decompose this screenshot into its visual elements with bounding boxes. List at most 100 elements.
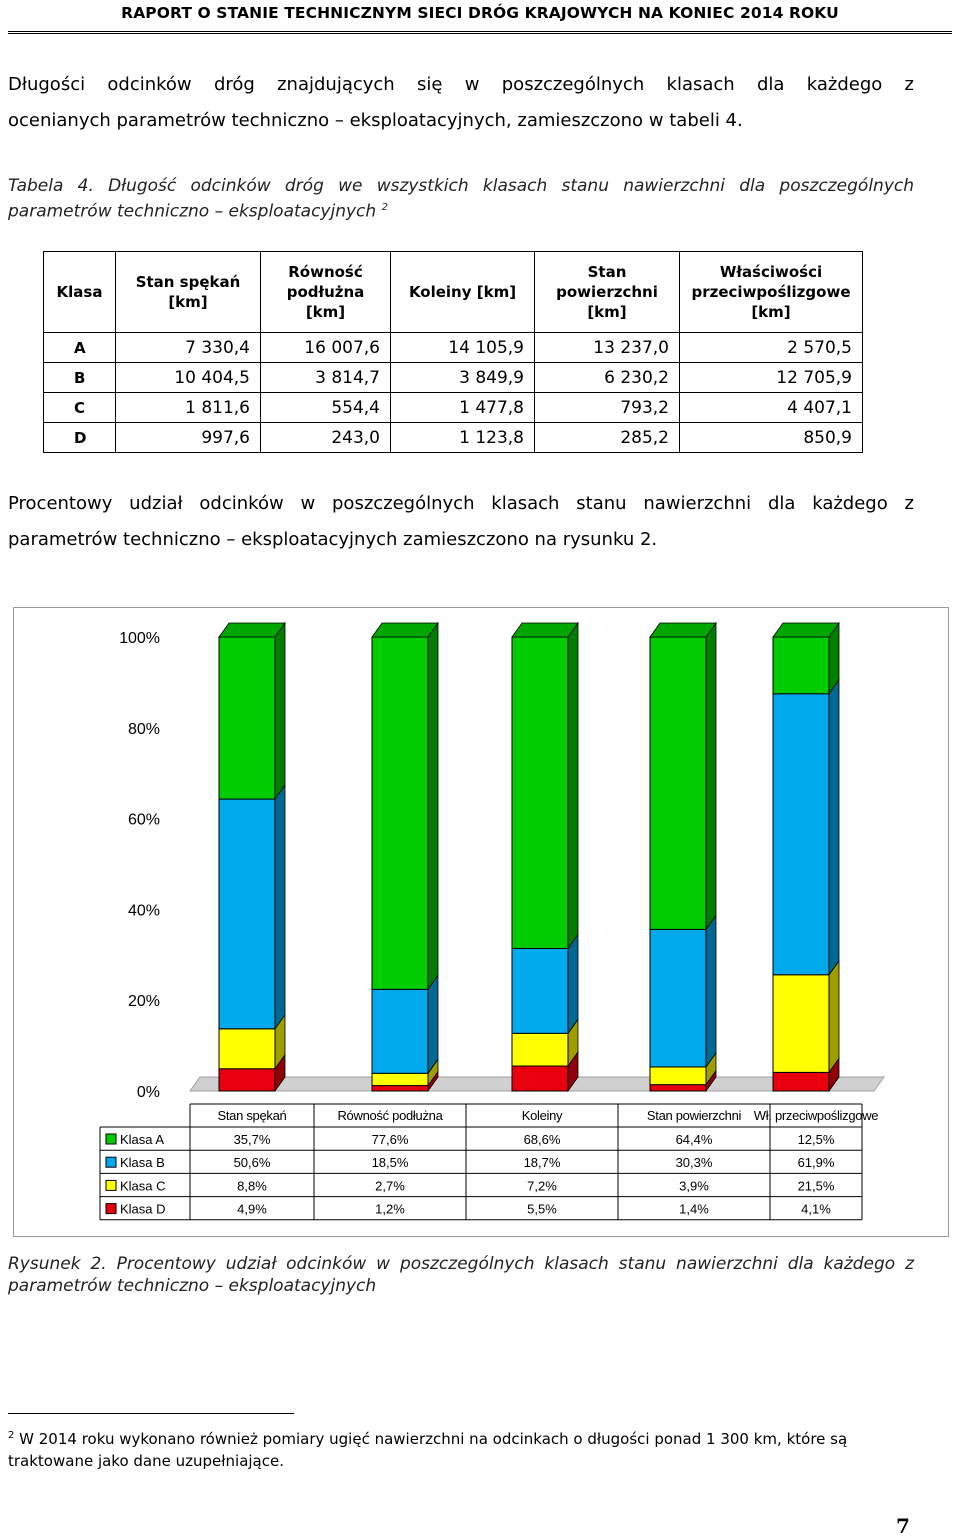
table-cell: 7 330,4 [115, 332, 261, 363]
data-label: 21,5% [798, 1178, 835, 1193]
bar-top [511, 622, 579, 638]
table-cell: 1 123,8 [390, 422, 535, 453]
table-cell: B [43, 362, 116, 393]
data-label: 68,6% [524, 1132, 561, 1147]
table-cell: 4 407,1 [679, 392, 863, 423]
data-label: 18,5% [372, 1155, 409, 1170]
x-category-label: Równość podłużna [337, 1108, 443, 1123]
table-header-cell: Właściwości przeciwpoślizgowe [km] [679, 251, 863, 333]
bar-segment-side [567, 933, 579, 1035]
bar-segment [772, 693, 830, 976]
bar-segment [511, 1032, 569, 1067]
table-cell: 850,9 [679, 422, 863, 453]
legend-label: Klasa D [120, 1202, 166, 1217]
y-tick-label: 0% [137, 1084, 160, 1101]
table-cell: 3 814,7 [260, 362, 391, 393]
bar-segment-side [705, 621, 717, 931]
table-cell: 12 705,9 [679, 362, 863, 393]
bar-segment-side [828, 959, 840, 1074]
page-number: 7 [896, 1514, 910, 1538]
bar-segment [649, 636, 707, 930]
bar-segment-side [427, 974, 439, 1075]
table-cell: 1 477,8 [390, 392, 535, 423]
data-label: 35,7% [234, 1132, 271, 1147]
intro-line: Długości odcinków dróg znajdujących się … [8, 74, 914, 95]
bar-segment [218, 1068, 276, 1092]
data-label: 4,9% [237, 1202, 267, 1217]
bar-segment [371, 1085, 429, 1092]
bar-top [649, 622, 717, 638]
data-label: 77,6% [372, 1132, 409, 1147]
table-cell: 793,2 [534, 392, 680, 423]
page-header: RAPORT O STANIE TECHNICZNYM SIECI DRÓG K… [0, 0, 960, 34]
table-row: D 997,6 243,0 1 123,8 285,2 850,9 [43, 422, 863, 453]
table-cell: 13 237,0 [534, 332, 680, 363]
y-tick-label: 40% [128, 902, 160, 919]
table-caption-line: parametrów techniczno – eksploatacyjnych… [8, 197, 914, 223]
legend-label: Klasa A [120, 1132, 164, 1147]
table-cell: D [43, 422, 116, 453]
y-tick-label: 60% [128, 812, 160, 829]
data-label: 2,7% [375, 1178, 405, 1193]
chart-intro-line: parametrów techniczno – eksploatacyjnych… [8, 529, 658, 550]
figure-caption-line: Rysunek 2. Procentowy udział odcinków w … [8, 1254, 914, 1274]
bar-segment [649, 928, 707, 1068]
legend-label: Klasa C [120, 1178, 166, 1193]
data-label: 50,6% [234, 1155, 271, 1170]
bar-segment [371, 636, 429, 990]
table-cell: 14 105,9 [390, 332, 535, 363]
bar-segment-side [828, 678, 840, 977]
chart-canvas: 0% 20% 40% 60% 80% 100% Stan spękań Równość pod… [99, 621, 885, 1221]
table-cell: 2 570,5 [679, 332, 863, 363]
data-label: 1,4% [679, 1202, 709, 1217]
legend-swatch [105, 1179, 117, 1191]
table-header-cell: Stan powierzchni [km] [534, 251, 680, 333]
table-cell: 554,4 [260, 392, 391, 423]
data-label: 64,4% [676, 1132, 713, 1147]
data-label: 8,8% [237, 1178, 267, 1193]
table-caption-line: Tabela 4. Długość odcinków dróg we wszys… [8, 176, 914, 196]
table-header-row: Klasa Stan spękań [km] Równość podłużna … [43, 251, 863, 333]
bar-segment [218, 798, 276, 1030]
table-cell: 10 404,5 [115, 362, 261, 393]
report-title: RAPORT O STANIE TECHNICZNYM SIECI DRÓG K… [121, 4, 839, 22]
x-category-label: Stan spękań [218, 1108, 287, 1123]
bar-segment [649, 1084, 707, 1092]
data-label: 3,9% [679, 1178, 709, 1193]
lengths-table: Klasa Stan spękań [km] Równość podłużna … [43, 251, 863, 453]
table-cell: 1 811,6 [115, 392, 261, 423]
bar-segment [511, 947, 569, 1034]
table-cell: 997,6 [115, 422, 261, 453]
data-label: 4,1% [801, 1202, 831, 1217]
table-header-cell: Równość podłużna [km] [260, 251, 391, 333]
footnote: 2 W 2014 roku wykonano również pomiary u… [8, 1425, 914, 1472]
y-tick-label: 20% [128, 993, 160, 1010]
table-cell: 16 007,6 [260, 332, 391, 363]
footnote-text: W 2014 roku wykonano również pomiary ugi… [8, 1430, 848, 1470]
bar-segment [772, 636, 830, 695]
bar-segment [371, 988, 429, 1074]
chart-intro-line: Procentowy udział odcinków w poszczególn… [8, 493, 914, 514]
bar-segment [511, 1065, 569, 1092]
table-caption: Tabela 4. Długość odcinków dróg we wszys… [8, 175, 914, 223]
table-cell: 285,2 [534, 422, 680, 453]
data-label: 7,2% [527, 1178, 557, 1193]
intro-line: ocenianych parametrów techniczno – ekspl… [8, 110, 743, 131]
footnote-reference: 2 [381, 202, 388, 213]
table-cell: 243,0 [260, 422, 391, 453]
y-tick-label: 100% [119, 630, 160, 647]
table-cell: 6 230,2 [534, 362, 680, 393]
bar-top [772, 622, 840, 638]
figure-caption-line: parametrów techniczno – eksploatacyjnych [8, 1276, 377, 1296]
bar-segment-side [274, 783, 286, 1031]
legend-swatch [105, 1156, 117, 1168]
bar-segment [649, 1066, 707, 1086]
bar-segment-side [427, 621, 439, 991]
data-label: 30,3% [676, 1155, 713, 1170]
table-cell: A [43, 332, 116, 363]
table-row: C 1 811,6 554,4 1 477,8 793,2 4 407,1 [43, 392, 863, 423]
bar-segment [772, 974, 830, 1073]
header-divider [8, 31, 952, 34]
legend-swatch [105, 1203, 117, 1215]
table-cell: C [43, 392, 116, 423]
